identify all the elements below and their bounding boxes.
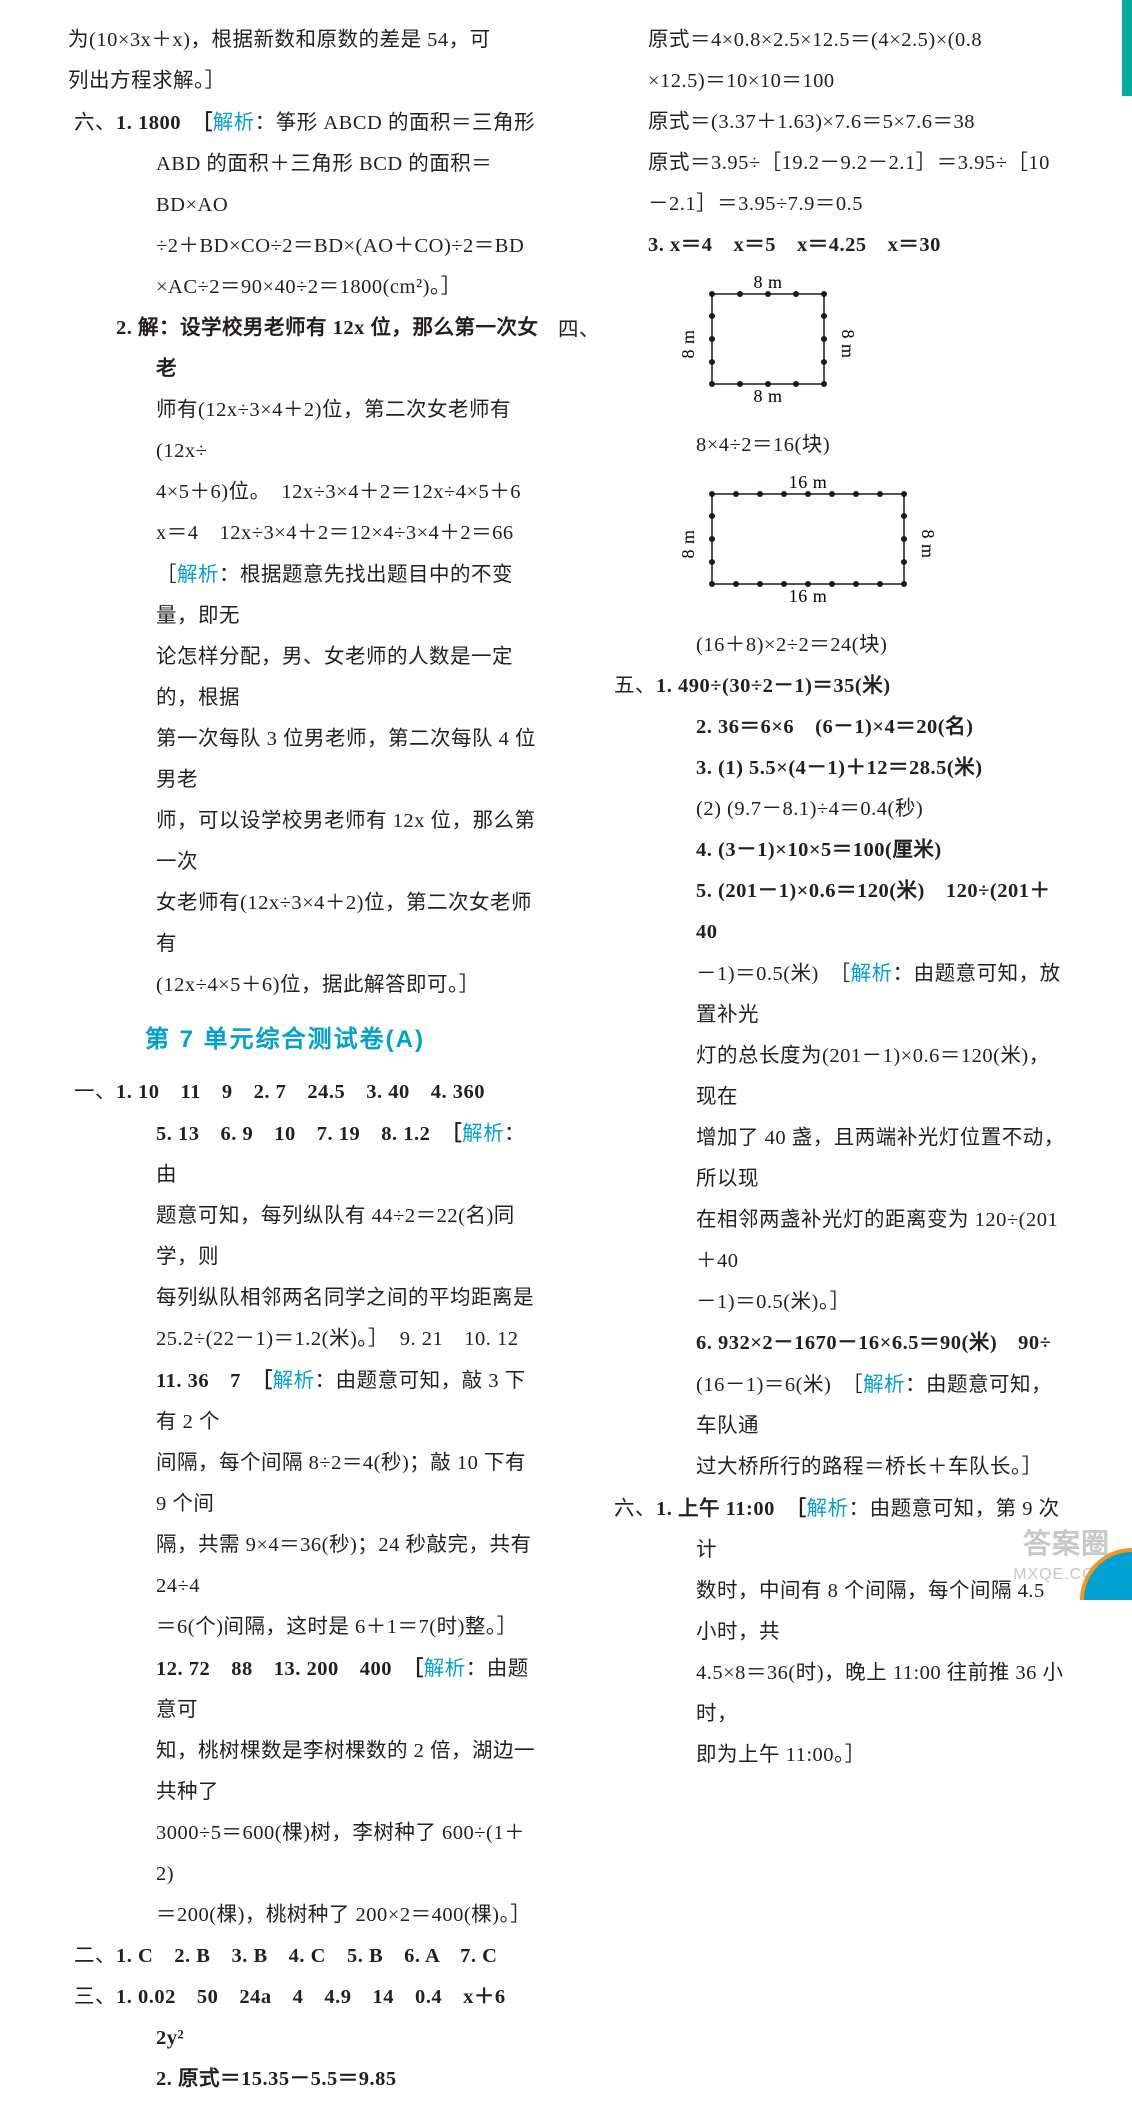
s5-line: 4. (3－1)×10×5＝100(厘米) [618, 830, 1070, 871]
keyword-analysis: 解析 [462, 1122, 504, 1145]
s1-line: 题意可知，每列纵队有 44÷2＝22(名)同学，则 [78, 1196, 540, 1278]
q6-1-line: ABD 的面积＋三角形 BCD 的面积＝BD×AO [78, 144, 540, 226]
q6-1: 六、1. 1800 ［解析：筝形 ABCD 的面积＝三角形 [78, 102, 540, 144]
s3-line: 2. 原式＝15.35－5.5＝9.85 [78, 2059, 540, 2100]
s4-eq2: (16＋8)×2÷2＝24(块) [618, 625, 1070, 666]
s1-line: 12. 72 88 13. 200 400 ［解析：由题意可 [78, 1648, 540, 1731]
s1-line: 隔，共需 9×4＝36(秒)；24 秒敲完，共有 24÷4 [78, 1525, 540, 1607]
s1-line: ＝6(个)间隔，这时是 6＋1＝7(时)整。］ [78, 1607, 540, 1648]
s5-line: －1)＝0.5(米) ［解析：由题意可知，放置补光 [618, 953, 1070, 1036]
keyword-analysis: 解析 [213, 111, 255, 134]
rect-svg: 16 m 16 m 8 m 8 m [678, 474, 958, 604]
s3-cont: ×12.5)＝10×10＝100 [570, 61, 1070, 102]
s1-line: 3000÷5＝600(棵)树，李树种了 600÷(1＋2) [78, 1813, 540, 1895]
s3-cont: 3. x＝4 x＝5 x＝4.25 x＝30 [570, 225, 1070, 266]
s5-line: 2. 36＝6×6 (6－1)×4＝20(名) [618, 707, 1070, 748]
q6-2-line: 师，可以设学校男老师有 12x 位，那么第一次 [78, 801, 540, 883]
s5-line: 灯的总长度为(201－1)×0.6＝120(米)，现在 [618, 1036, 1070, 1118]
keyword-analysis: 解析 [177, 563, 219, 586]
s1-line: 知，桃树棵数是李树棵数的 2 倍，湖边一共种了 [78, 1731, 540, 1813]
section-2: 二、1. C 2. B 3. B 4. C 5. B 6. A 7. C [30, 1936, 540, 1977]
s3-cont: 原式＝4×0.8×2.5×12.5＝(4×2.5)×(0.8 [570, 20, 1070, 61]
s1-line: 一、1. 10 11 9 2. 7 24.5 3. 40 4. 360 [78, 1072, 540, 1113]
s5-line: 在相邻两盏补光灯的距离变为 120÷(201＋40 [618, 1200, 1070, 1282]
s6r-line: 即为上午 11:00。］ [618, 1735, 1070, 1776]
keyword-analysis: 解析 [863, 1373, 905, 1396]
s3-cont: 原式＝3.95÷［19.2－9.2－2.1］＝3.95÷［10 [570, 143, 1070, 184]
s2-line: 二、1. C 2. B 3. B 4. C 5. B 6. A 7. C [78, 1936, 540, 1977]
svg-text:8 m: 8 m [678, 529, 698, 558]
q6-2-line: 女老师有(12x÷3×4＋2)位，第二次女老师有 [78, 883, 540, 965]
keyword-analysis: 解析 [807, 1497, 849, 1520]
svg-text:8 m: 8 m [753, 386, 782, 404]
q6-2-line: 师有(12x÷3×4＋2)位，第二次女老师有(12x÷ [78, 390, 540, 472]
right-column: 原式＝4×0.8×2.5×12.5＝(4×2.5)×(0.8 ×12.5)＝10… [570, 20, 1070, 2100]
square-svg: 8 m 8 m 8 m 8 m [678, 274, 878, 404]
section-5: 五、1. 490÷(30÷2－1)＝35(米) 2. 36＝6×6 (6－1)×… [570, 666, 1070, 1488]
s6r-line: 4.5×8＝36(时)，晚上 11:00 往前推 36 小时， [618, 1653, 1070, 1735]
q6-1-line: ×AC÷2＝90×40÷2＝1800(cm²)。］ [78, 267, 540, 308]
s6r-line: 六、1. 上午 11:00 ［解析：由题意可知，第 9 次计 [618, 1488, 1070, 1571]
page-corner-circle [1062, 1530, 1132, 1600]
q6-2: 2. 解：设学校男老师有 12x 位，那么第一次女老 [78, 308, 540, 390]
s5-line: 过大桥所行的路程＝桥长＋车队长。］ [618, 1447, 1070, 1488]
q6-2-line: 4×5＋6)位。 12x÷3×4＋2＝12x÷4×5＋6 [78, 472, 540, 513]
s5-line: 3. (1) 5.5×(4－1)＋12＝28.5(米) [618, 748, 1070, 789]
s5-line: 5. (201－1)×0.6＝120(米) 120÷(201＋40 [618, 871, 1070, 953]
s3-line: 三、1. 0.02 50 24a 4 4.9 14 0.4 x＋6 2y² [78, 1977, 540, 2059]
section-4: 四、 8 m 8 m 8 m 8 m [570, 274, 1070, 666]
svg-text:8 m: 8 m [678, 329, 698, 358]
q6-2-line: x＝4 12x÷3×4＋2＝12×4÷3×4＋2＝66 [78, 513, 540, 554]
sec-label: 四、 [552, 310, 600, 351]
q6-2-line: (12x÷4×5＋6)位，据此解答即可。］ [78, 965, 540, 1006]
section-1: 一、1. 10 11 9 2. 7 24.5 3. 40 4. 360 5. 1… [30, 1072, 540, 1936]
unit-heading: 第 7 单元综合测试卷(A) [30, 1016, 540, 1064]
s3-cont: 原式＝(3.37＋1.63)×7.6＝5×7.6＝38 [570, 102, 1070, 143]
section-6r: 六、1. 上午 11:00 ［解析：由题意可知，第 9 次计 数时，中间有 8 … [570, 1488, 1070, 1776]
intro-line: 为(10×3x＋x)，根据新数和原数的差是 54，可 [30, 20, 540, 61]
s4-eq1: 8×4÷2＝16(块) [618, 425, 1070, 466]
q6-2-line: ［解析：根据题意先找出题目中的不变量，即无 [78, 554, 540, 637]
section-6: 六、1. 1800 ［解析：筝形 ABCD 的面积＝三角形 ABD 的面积＋三角… [30, 102, 540, 1006]
s1-line: 25.2÷(22－1)＝1.2(米)。］ 9. 21 10. 12 [78, 1319, 540, 1360]
s1-line: 间隔，每个间隔 8÷2＝4(秒)；敲 10 下有 9 个间 [78, 1443, 540, 1525]
svg-text:16 m: 16 m [789, 474, 828, 492]
s1-line: 11. 36 7 ［解析：由题意可知，敲 3 下有 2 个 [78, 1360, 540, 1443]
svg-text:8 m: 8 m [838, 329, 858, 358]
keyword-analysis: 解析 [424, 1657, 466, 1680]
q6-2-line: 论怎样分配，男、女老师的人数是一定的，根据 [78, 637, 540, 719]
left-column: 为(10×3x＋x)，根据新数和原数的差是 54，可 列出方程求解。］ 六、1.… [30, 20, 540, 2100]
s1-line: 5. 13 6. 9 10 7. 19 8. 1.2 ［解析：由 [78, 1113, 540, 1196]
sec-label: 六、 [68, 103, 116, 144]
s5-line: (16－1)＝6(米) ［解析：由题意可知，车队通 [618, 1364, 1070, 1447]
s6r-line: 数时，中间有 8 个间隔，每个间隔 4.5 小时，共 [618, 1571, 1070, 1653]
s1-line: 每列纵队相邻两名同学之间的平均距离是 [78, 1278, 540, 1319]
s5-line: (2) (9.7－8.1)÷4＝0.4(秒) [618, 789, 1070, 830]
s5-line: 增加了 40 盏，且两端补光灯位置不动，所以现 [618, 1118, 1070, 1200]
s1-line: ＝200(棵)，桃树种了 200×2＝400(棵)。］ [78, 1895, 540, 1936]
keyword-analysis: 解析 [851, 962, 893, 985]
q6-1-line: ÷2＋BD×CO÷2＝BD×(AO＋CO)÷2＝BD [78, 226, 540, 267]
page: 为(10×3x＋x)，根据新数和原数的差是 54，可 列出方程求解。］ 六、1.… [0, 0, 1132, 2120]
q6-2-line: 第一次每队 3 位男老师，第二次每队 4 位男老 [78, 719, 540, 801]
section-3: 三、1. 0.02 50 24a 4 4.9 14 0.4 x＋6 2y² 2.… [30, 1977, 540, 2100]
s5-line: 6. 932×2－1670－16×6.5＝90(米) 90÷ [618, 1323, 1070, 1364]
intro-line: 列出方程求解。］ [30, 61, 540, 102]
svg-text:8 m: 8 m [753, 274, 782, 292]
side-tab [1122, 0, 1132, 96]
diagram-rect: 16 m 16 m 8 m 8 m [678, 474, 1070, 619]
svg-text:8 m: 8 m [918, 529, 938, 558]
s5-line: 五、1. 490÷(30÷2－1)＝35(米) [618, 666, 1070, 707]
s3-cont: －2.1］＝3.95÷7.9＝0.5 [570, 184, 1070, 225]
svg-text:16 m: 16 m [789, 586, 828, 604]
keyword-analysis: 解析 [273, 1369, 315, 1392]
s5-line: －1)＝0.5(米)。］ [618, 1282, 1070, 1323]
diagram-square: 8 m 8 m 8 m 8 m [678, 274, 1070, 419]
